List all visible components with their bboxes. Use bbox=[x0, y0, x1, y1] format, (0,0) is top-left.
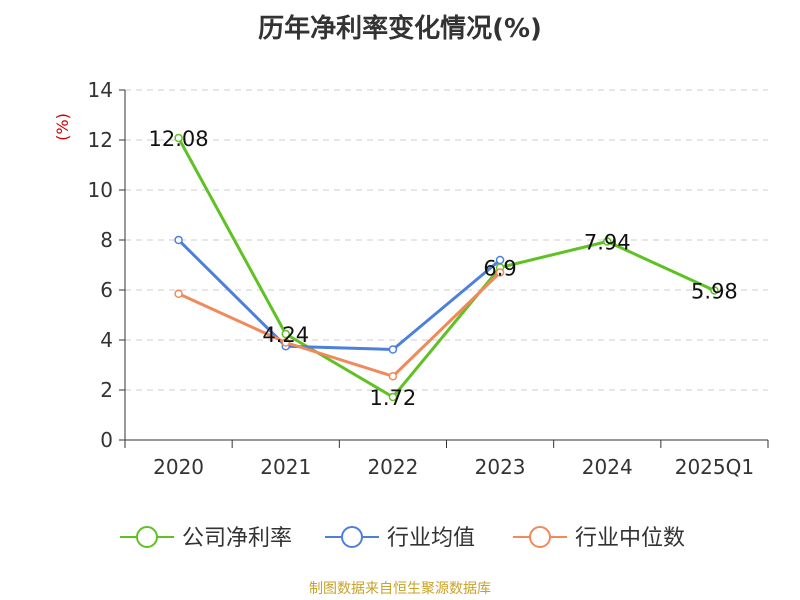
data-label: 7.94 bbox=[584, 231, 631, 255]
legend-label: 公司净利率 bbox=[182, 526, 292, 551]
data-point bbox=[174, 235, 183, 245]
legend-label: 行业中位数 bbox=[575, 526, 685, 551]
y-tick-label: 4 bbox=[100, 328, 113, 352]
source-note: 制图数据来自恒生聚源数据库 bbox=[309, 581, 491, 597]
legend: 公司净利率 行业均值 行业中位数 bbox=[120, 526, 685, 551]
axes: 0 2 4 6 8 10 12 14 2020 2021 2022 2023 2024 2025Q1 bbox=[88, 78, 769, 479]
x-tick-label: 2020 bbox=[153, 455, 204, 479]
chart-title: 历年净利率变化情况(%) bbox=[258, 14, 542, 44]
y-axis-title: (%) bbox=[53, 113, 72, 141]
data-point bbox=[710, 286, 719, 295]
legend-marker bbox=[529, 526, 551, 548]
data-point bbox=[388, 392, 398, 402]
data-labels: 12.08 4.24 1.72 6.9 7.94 5.98 bbox=[149, 127, 738, 410]
series-line bbox=[177, 238, 502, 351]
y-tick-label: 8 bbox=[100, 228, 113, 252]
data-point bbox=[495, 268, 505, 277]
data-point bbox=[281, 329, 290, 339]
series-lines bbox=[174, 133, 719, 402]
data-point bbox=[388, 345, 398, 354]
x-tick-label: 2025Q1 bbox=[675, 455, 754, 479]
data-label: 5.98 bbox=[691, 280, 738, 304]
y-tick-label: 12 bbox=[88, 128, 113, 152]
legend-marker bbox=[136, 526, 158, 548]
data-point bbox=[174, 289, 183, 298]
data-label: 4.24 bbox=[262, 323, 309, 347]
data-point bbox=[281, 338, 290, 347]
grid-lines bbox=[125, 89, 768, 391]
y-tick-label: 10 bbox=[88, 178, 113, 202]
legend-marker bbox=[341, 526, 363, 548]
legend-label: 行业均值 bbox=[387, 526, 475, 551]
y-tick-label: 0 bbox=[100, 428, 113, 452]
series-line bbox=[177, 137, 716, 399]
data-point bbox=[495, 255, 505, 265]
y-tick-label: 6 bbox=[100, 278, 113, 302]
data-label: 12.08 bbox=[149, 127, 209, 151]
data-label: 6.9 bbox=[483, 257, 516, 281]
x-tick-label: 2021 bbox=[260, 455, 311, 479]
x-tick-label: 2023 bbox=[475, 455, 526, 479]
y-tick-label: 2 bbox=[100, 378, 113, 402]
data-point bbox=[174, 133, 183, 143]
data-point bbox=[603, 237, 612, 246]
y-tick-label: 14 bbox=[88, 78, 113, 102]
data-label: 1.72 bbox=[370, 386, 417, 410]
series-line bbox=[177, 271, 502, 378]
x-tick-label: 2022 bbox=[367, 455, 418, 479]
data-point bbox=[388, 372, 398, 381]
x-tick-label: 2024 bbox=[582, 455, 633, 479]
